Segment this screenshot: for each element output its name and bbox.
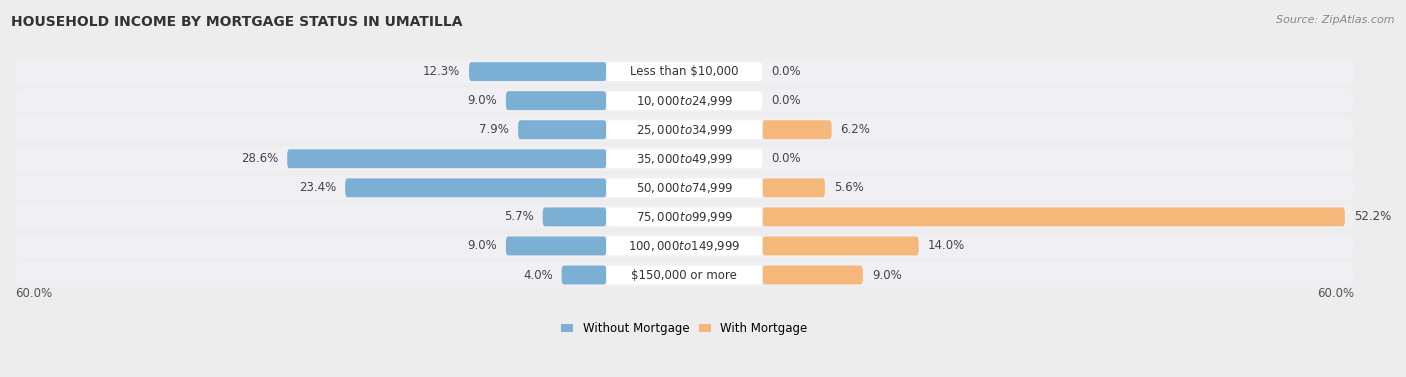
Text: 5.6%: 5.6%: [834, 181, 863, 194]
Text: $35,000 to $49,999: $35,000 to $49,999: [636, 152, 733, 166]
FancyBboxPatch shape: [606, 149, 762, 168]
Text: 5.7%: 5.7%: [503, 210, 534, 224]
Text: $75,000 to $99,999: $75,000 to $99,999: [636, 210, 733, 224]
Text: 23.4%: 23.4%: [299, 181, 336, 194]
Text: 52.2%: 52.2%: [1354, 210, 1391, 224]
Text: 60.0%: 60.0%: [1316, 287, 1354, 300]
Text: Source: ZipAtlas.com: Source: ZipAtlas.com: [1277, 15, 1395, 25]
FancyBboxPatch shape: [346, 178, 606, 197]
FancyBboxPatch shape: [606, 265, 762, 285]
Text: 9.0%: 9.0%: [872, 268, 901, 282]
FancyBboxPatch shape: [606, 120, 762, 139]
FancyBboxPatch shape: [287, 149, 606, 168]
FancyBboxPatch shape: [762, 207, 1344, 226]
FancyBboxPatch shape: [762, 120, 831, 139]
Text: 12.3%: 12.3%: [423, 65, 460, 78]
Text: 60.0%: 60.0%: [15, 287, 52, 300]
FancyBboxPatch shape: [606, 62, 762, 81]
Text: 9.0%: 9.0%: [467, 94, 496, 107]
FancyBboxPatch shape: [15, 176, 1354, 199]
Text: 14.0%: 14.0%: [928, 239, 965, 253]
Text: Less than $10,000: Less than $10,000: [630, 65, 738, 78]
Text: 28.6%: 28.6%: [240, 152, 278, 165]
FancyBboxPatch shape: [506, 91, 606, 110]
FancyBboxPatch shape: [762, 236, 918, 255]
Text: $50,000 to $74,999: $50,000 to $74,999: [636, 181, 733, 195]
Text: $150,000 or more: $150,000 or more: [631, 268, 737, 282]
FancyBboxPatch shape: [15, 60, 1354, 83]
FancyBboxPatch shape: [606, 207, 762, 226]
FancyBboxPatch shape: [762, 178, 825, 197]
FancyBboxPatch shape: [762, 265, 863, 285]
Text: $100,000 to $149,999: $100,000 to $149,999: [628, 239, 741, 253]
FancyBboxPatch shape: [543, 207, 606, 226]
Text: 4.0%: 4.0%: [523, 268, 553, 282]
FancyBboxPatch shape: [15, 89, 1354, 112]
Text: 6.2%: 6.2%: [841, 123, 870, 136]
FancyBboxPatch shape: [15, 234, 1354, 258]
Text: 0.0%: 0.0%: [772, 65, 801, 78]
FancyBboxPatch shape: [561, 265, 606, 285]
Text: 0.0%: 0.0%: [772, 94, 801, 107]
Text: 7.9%: 7.9%: [479, 123, 509, 136]
Text: $10,000 to $24,999: $10,000 to $24,999: [636, 93, 733, 108]
Text: 0.0%: 0.0%: [772, 152, 801, 165]
Text: 9.0%: 9.0%: [467, 239, 496, 253]
FancyBboxPatch shape: [506, 236, 606, 255]
Text: HOUSEHOLD INCOME BY MORTGAGE STATUS IN UMATILLA: HOUSEHOLD INCOME BY MORTGAGE STATUS IN U…: [11, 15, 463, 29]
FancyBboxPatch shape: [15, 263, 1354, 287]
FancyBboxPatch shape: [519, 120, 606, 139]
Text: $25,000 to $34,999: $25,000 to $34,999: [636, 123, 733, 137]
FancyBboxPatch shape: [606, 236, 762, 255]
FancyBboxPatch shape: [15, 118, 1354, 141]
Legend: Without Mortgage, With Mortgage: Without Mortgage, With Mortgage: [561, 322, 807, 335]
FancyBboxPatch shape: [15, 205, 1354, 229]
FancyBboxPatch shape: [15, 147, 1354, 170]
FancyBboxPatch shape: [470, 62, 606, 81]
FancyBboxPatch shape: [606, 91, 762, 110]
FancyBboxPatch shape: [606, 178, 762, 197]
